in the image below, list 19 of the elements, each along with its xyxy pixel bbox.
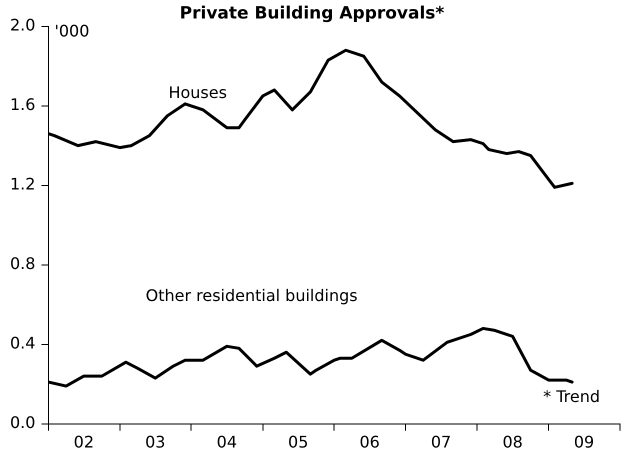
y-tick-label: 0.0 xyxy=(10,412,36,432)
x-tick-label: 08 xyxy=(502,432,523,452)
x-tick-label: 06 xyxy=(359,432,380,452)
y-tick-label: 0.8 xyxy=(10,254,36,273)
x-tick-label: 04 xyxy=(216,432,238,452)
chart-title: Private Building Approvals* xyxy=(180,4,444,24)
y-tick-label: 0.4 xyxy=(10,333,36,352)
x-tick-label: 02 xyxy=(74,432,94,452)
y-tick-label: 1.6 xyxy=(10,95,36,114)
text: Other residential buildings xyxy=(146,286,358,305)
y-tick-label: 1.2 xyxy=(10,174,36,194)
x-tick-label: 03 xyxy=(145,432,166,452)
series-label: Houses xyxy=(168,83,227,102)
annotation: * Trend xyxy=(543,386,600,406)
x-tick-label: 07 xyxy=(430,432,452,452)
y-axis-title: '000 xyxy=(54,22,90,41)
x-tick-label: 05 xyxy=(288,432,308,452)
y-tick-label: 2.0 xyxy=(10,16,36,35)
x-tick-label: 09 xyxy=(574,432,594,452)
